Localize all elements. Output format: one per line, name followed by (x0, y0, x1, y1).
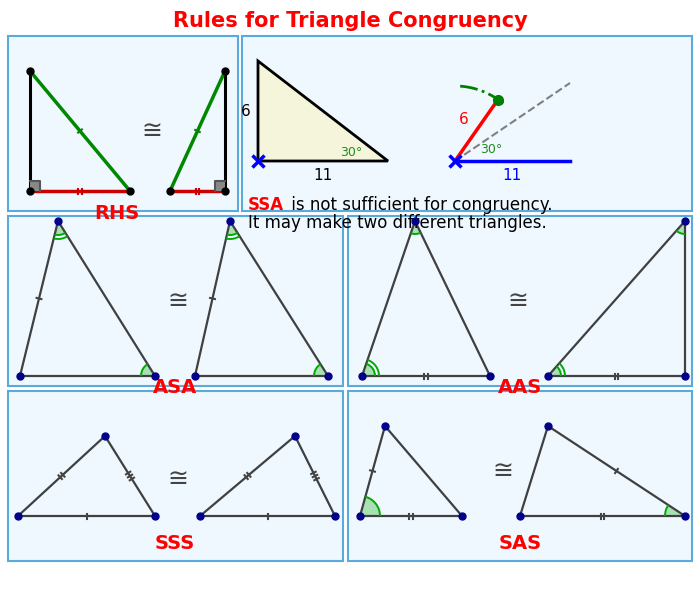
Text: 11: 11 (503, 168, 522, 183)
FancyBboxPatch shape (242, 36, 692, 211)
Text: 30°: 30° (340, 146, 363, 159)
FancyBboxPatch shape (8, 36, 238, 211)
Text: 11: 11 (314, 168, 332, 183)
Polygon shape (314, 364, 328, 376)
Polygon shape (227, 221, 237, 235)
Text: AAS: AAS (498, 378, 542, 397)
Polygon shape (55, 221, 65, 235)
Polygon shape (665, 505, 685, 516)
Text: Rules for Triangle Congruency: Rules for Triangle Congruency (173, 11, 527, 31)
Polygon shape (30, 181, 40, 191)
Text: RHS: RHS (94, 204, 139, 223)
Text: ASA: ASA (153, 378, 197, 397)
Text: ≅: ≅ (508, 289, 528, 313)
Text: SAS: SAS (498, 534, 542, 553)
FancyBboxPatch shape (348, 391, 692, 561)
Text: ≅: ≅ (167, 289, 188, 313)
Text: 30°: 30° (480, 143, 503, 156)
Polygon shape (362, 363, 375, 376)
Text: 6: 6 (458, 112, 468, 127)
FancyBboxPatch shape (348, 216, 692, 386)
FancyBboxPatch shape (8, 216, 343, 386)
Polygon shape (258, 61, 388, 161)
Text: ≅: ≅ (141, 119, 162, 143)
Text: ≅: ≅ (493, 459, 514, 483)
Text: is not sufficient for congruency.: is not sufficient for congruency. (286, 196, 552, 214)
Polygon shape (411, 221, 421, 234)
Text: 6: 6 (241, 103, 251, 119)
Polygon shape (141, 364, 155, 376)
FancyBboxPatch shape (8, 391, 343, 561)
Text: ≅: ≅ (167, 467, 188, 491)
Polygon shape (676, 221, 685, 234)
Text: It may make two different triangles.: It may make two different triangles. (248, 214, 547, 232)
Polygon shape (215, 181, 225, 191)
Text: SSS: SSS (155, 534, 195, 553)
Text: SSA: SSA (248, 196, 284, 214)
Polygon shape (360, 496, 380, 516)
Polygon shape (548, 366, 561, 376)
